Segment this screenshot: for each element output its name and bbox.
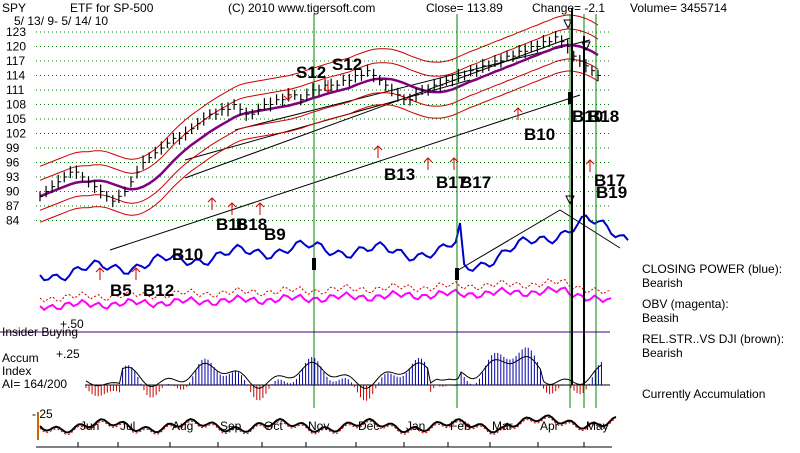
volume-value: Volume= 3455714 (630, 1, 727, 15)
date-range: 5/ 13/ 9- 5/ 14/ 10 (14, 14, 108, 28)
signal-b9: B9 (264, 225, 286, 244)
signal-b10-a: B10 (172, 245, 203, 264)
y-tick-label: 111 (6, 83, 25, 97)
signal-s12-a: S12 (296, 63, 326, 82)
signal-b18-b: B18 (236, 215, 267, 234)
signal-b18-c: B18 (588, 107, 619, 126)
y-tick-label: 87 (6, 199, 20, 213)
lower-band-2 (39, 58, 599, 211)
y-tick-label: 114 (6, 69, 25, 83)
red-signal-arrows (95, 80, 595, 280)
y-tick-label: 99 (6, 141, 20, 155)
price-bars (39, 31, 601, 208)
accum-histogram (85, 347, 602, 401)
signal-b13: B13 (384, 165, 415, 184)
x-axis-ticks: Jun Jul Aug Sep Oct Nov Dec Jan Feb Mar Apr May (77, 419, 609, 447)
signal-b18-a: B18 (216, 215, 247, 234)
y-tick-label: 96 (6, 156, 20, 170)
moving-average (39, 43, 599, 198)
change-value: Change= -2.1 (532, 1, 605, 15)
x-tick-label: Mar (492, 419, 513, 433)
signal-b17-a: B17 (436, 173, 467, 192)
closing-power-label: CLOSING POWER (blue): (642, 262, 782, 276)
relative-strength-ma (39, 416, 617, 435)
x-tick-label: Oct (264, 419, 283, 433)
upper-band-2 (39, 28, 599, 181)
scale-upper: +.50 (60, 317, 84, 331)
x-tick-label: Feb (450, 419, 471, 433)
x-tick-label: Dec (358, 419, 379, 433)
y-tick-label: 108 (6, 98, 26, 112)
signal-b17-c: B17 (594, 171, 625, 190)
signals: S12 S12 B10 B5 B12 B18 B18 B9 B10 B13 B1… (110, 55, 627, 300)
relstr-label: REL.STR..VS DJI (brown): (642, 332, 784, 346)
x-tick-label: Aug (172, 419, 193, 433)
signal-b10-b: B10 (524, 125, 555, 144)
closing-power-line (39, 214, 629, 282)
y-tick-label: 117 (6, 54, 25, 68)
y-tick-label: 84 (6, 214, 20, 228)
copyright: (C) 2010 www.tigersoft.com (228, 1, 375, 15)
x-tick-label: Sep (220, 419, 242, 433)
insider-label: Insider Buying (2, 325, 78, 339)
signal-b17-b: B17 (460, 173, 491, 192)
relstr-value: Bearish (642, 346, 683, 360)
signal-b12: B12 (143, 281, 174, 300)
accum-value: AI= 164/200 (2, 377, 67, 391)
signal-b19: B19 (596, 183, 627, 202)
accum-ma (85, 355, 602, 389)
signal-s12-b: S12 (332, 55, 362, 74)
relative-strength-line (39, 414, 617, 434)
x-tick-label: Nov (308, 419, 329, 433)
y-tick-label: 93 (6, 170, 20, 184)
scale-lower: -.25 (32, 407, 53, 421)
y-tick-label: 102 (6, 127, 26, 141)
obv-line (39, 285, 612, 312)
closing-power-value: Bearish (642, 276, 683, 290)
small-markers (312, 19, 591, 280)
obv-label: OBV (magenta): (642, 297, 729, 311)
accum-label-1: Accum (2, 351, 39, 365)
x-tick-label: Jun (80, 419, 99, 433)
y-tick-label: 90 (6, 185, 20, 199)
y-tick-label: 120 (6, 40, 26, 54)
accum-label-2: Index (2, 364, 31, 378)
chart-title: ETF for SP-500 (70, 1, 154, 15)
signal-b5: B5 (110, 281, 132, 300)
x-tick-label: May (586, 419, 609, 433)
lower-band (39, 70, 599, 223)
symbol: SPY (2, 1, 26, 15)
obv-value: Beasih (642, 311, 679, 325)
status-label: Currently Accumulation (642, 387, 765, 401)
signal-b10-c: B10 (572, 107, 603, 126)
obv-ma (39, 278, 612, 303)
x-tick-label: Jan (406, 419, 425, 433)
close-value: Close= 113.89 (426, 1, 503, 15)
upper-band (39, 14, 599, 167)
y-tick-label: 105 (6, 112, 26, 126)
scale-mid: +.25 (56, 347, 80, 361)
y-tick-label: 123 (6, 25, 26, 39)
x-tick-label: Apr (540, 419, 559, 433)
x-tick-label: Jul (120, 419, 135, 433)
